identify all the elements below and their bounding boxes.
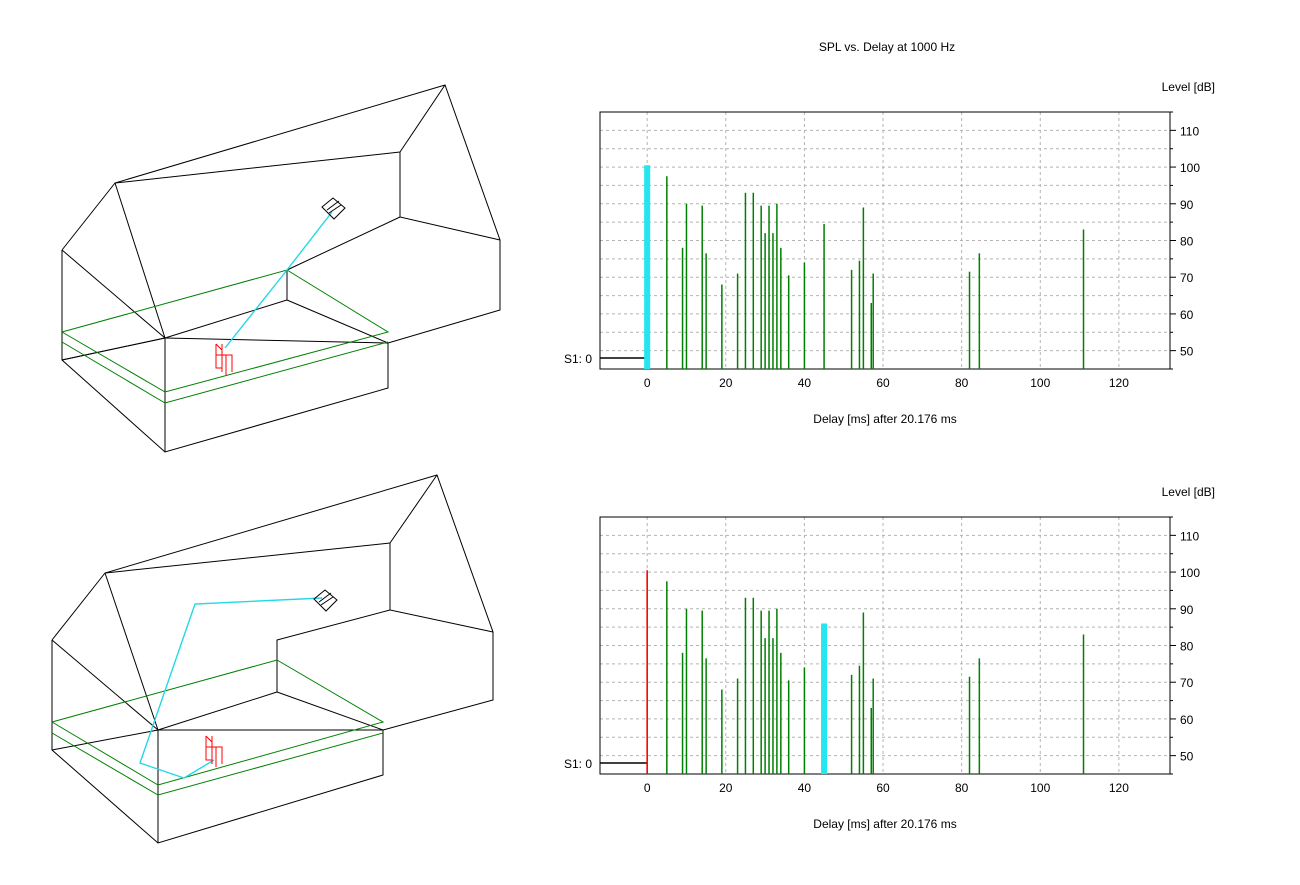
x-tick-label: 20 (719, 376, 733, 390)
y-tick-label: 80 (1180, 235, 1194, 249)
y-tick-label: 90 (1180, 198, 1194, 212)
x-tick-label: 0 (644, 376, 651, 390)
y-tick-label: 90 (1180, 603, 1194, 617)
x-tick-label: 100 (1030, 376, 1050, 390)
plot-area: 50 60 70 80 90 100 110 0 20 40 60 80 100 120 (599, 111, 1200, 390)
chart-title: SPL vs. Delay at 1000 Hz (819, 40, 955, 54)
speaker-icon (321, 197, 346, 220)
y-tick-label: 50 (1180, 345, 1194, 359)
x-tick-label: 80 (955, 376, 969, 390)
y-tick-label: 110 (1180, 529, 1199, 543)
y-tick-label: 60 (1180, 308, 1194, 322)
y-tick-label: 70 (1180, 271, 1194, 285)
y-tick-label: 110 (1180, 124, 1199, 138)
seat-icon (205, 735, 223, 767)
x-tick-label: 40 (798, 376, 812, 390)
selected-reflection-bar (644, 165, 651, 369)
plot-area: 50 60 70 80 90 100 110 0 20 40 60 80 100 120 (599, 516, 1200, 795)
source-label: S1: 0 (564, 352, 592, 366)
y-axis-label: Level [dB] (1162, 80, 1215, 94)
chart-top: Level [dB] Delay [ms] after 20.176 ms S1… (564, 80, 1215, 426)
y-tick-label: 60 (1180, 713, 1194, 727)
y-tick-label: 50 (1180, 750, 1194, 764)
x-tick-label: 80 (955, 781, 969, 795)
y-tick-label: 70 (1180, 676, 1194, 690)
room-view-bottom (51, 474, 494, 844)
x-tick-label: 60 (876, 781, 890, 795)
y-tick-label: 100 (1180, 566, 1200, 580)
room-view-top (61, 84, 501, 453)
chart-bottom: Level [dB] Delay [ms] after 20.176 ms S1… (564, 485, 1215, 831)
x-tick-label: 120 (1109, 376, 1129, 390)
x-axis-label: Delay [ms] after 20.176 ms (813, 412, 956, 426)
y-axis-label: Level [dB] (1162, 485, 1215, 499)
x-tick-label: 20 (719, 781, 733, 795)
x-tick-label: 40 (798, 781, 812, 795)
source-label: S1: 0 (564, 757, 592, 771)
x-tick-label: 120 (1109, 781, 1129, 795)
y-tick-label: 80 (1180, 640, 1194, 654)
selected-reflection-bar (821, 623, 828, 774)
x-tick-label: 100 (1030, 781, 1050, 795)
seat-icon (215, 343, 233, 375)
x-tick-label: 60 (876, 376, 890, 390)
x-tick-label: 0 (644, 781, 651, 795)
x-axis-label: Delay [ms] after 20.176 ms (813, 817, 956, 831)
y-tick-label: 100 (1180, 161, 1200, 175)
speaker-icon (313, 589, 338, 612)
